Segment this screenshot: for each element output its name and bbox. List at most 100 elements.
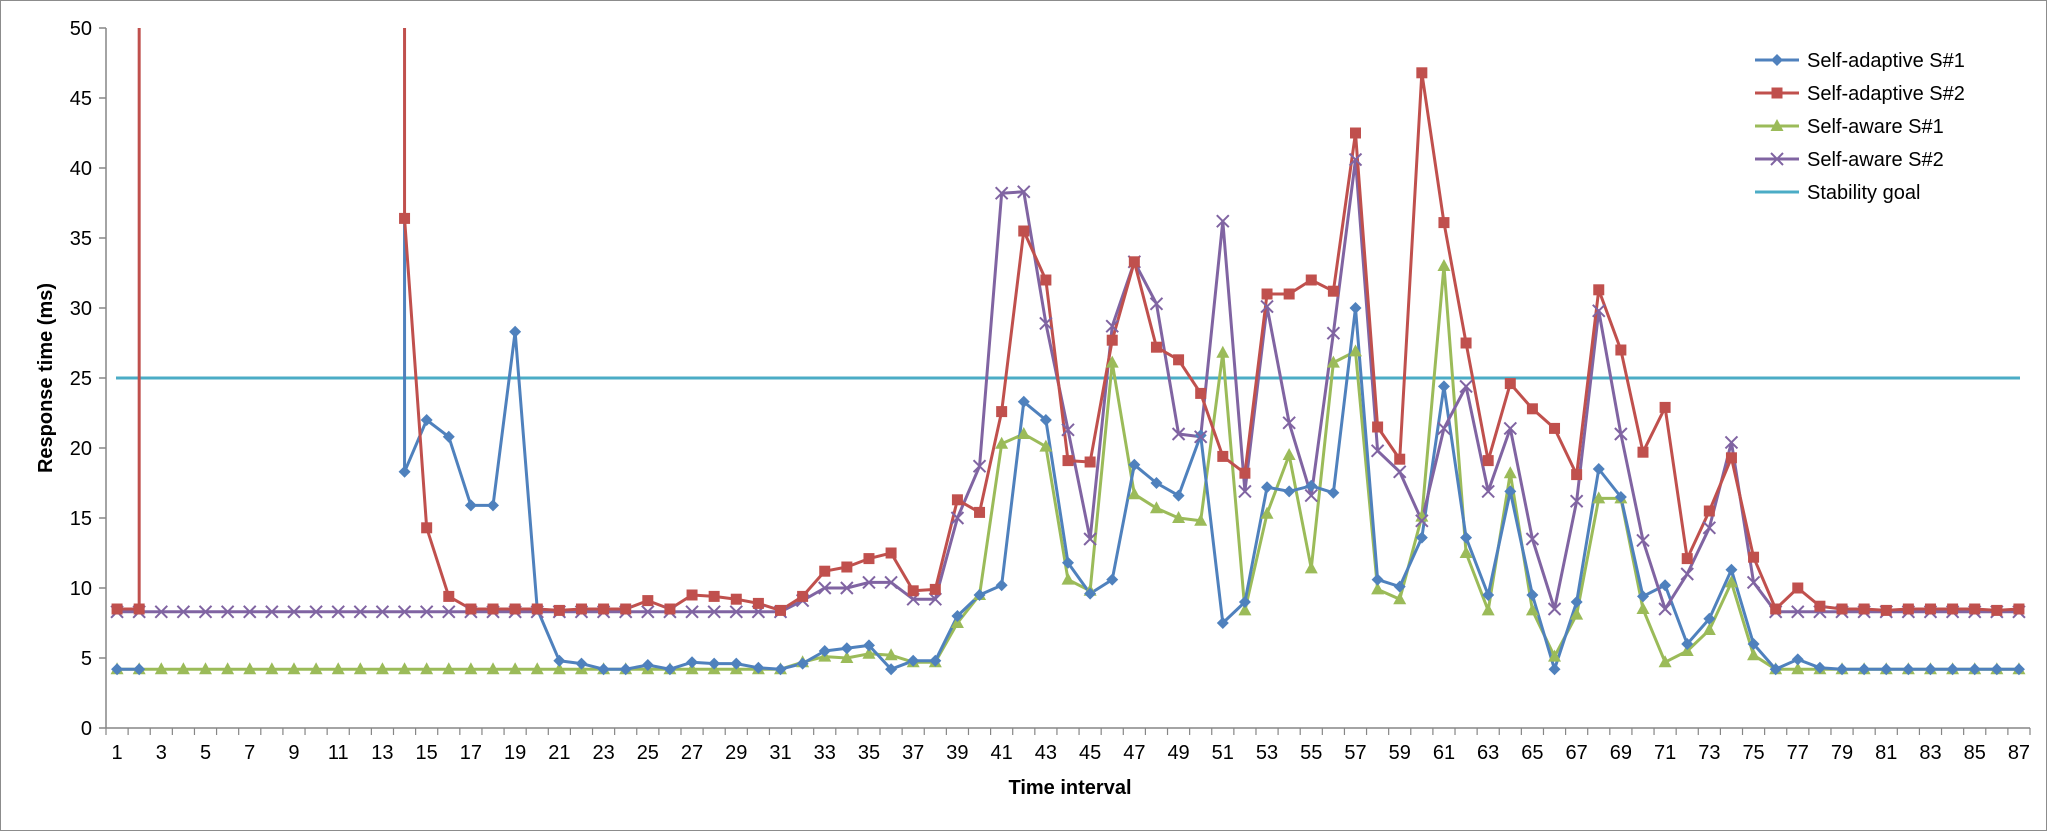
- data-point: [419, 605, 434, 619]
- data-point: [1017, 427, 1031, 439]
- x-tick-label: 1: [111, 742, 122, 764]
- data-point: [442, 430, 455, 443]
- data-point: [1659, 401, 1671, 413]
- data-point: [1636, 602, 1650, 614]
- data-point: [243, 662, 257, 675]
- data-point: [1459, 379, 1473, 394]
- x-tick-label: 73: [1698, 742, 1720, 764]
- data-point: [398, 465, 411, 478]
- data-point: [1238, 484, 1252, 499]
- data-point: [265, 662, 279, 675]
- data-point: [1703, 505, 1715, 517]
- data-point: [863, 553, 875, 565]
- data-point: [309, 662, 323, 675]
- x-tick-label: 37: [902, 742, 924, 764]
- data-point: [1195, 387, 1207, 399]
- data-point: [1260, 506, 1274, 519]
- data-point: [641, 659, 654, 671]
- data-point: [729, 605, 743, 619]
- x-tick-label: 31: [769, 742, 791, 764]
- data-point: [1282, 416, 1296, 430]
- data-point: [331, 662, 345, 675]
- data-point: [398, 662, 412, 675]
- data-point: [265, 605, 279, 619]
- x-tick-label: 9: [288, 742, 299, 764]
- data-point: [133, 663, 146, 676]
- data-point: [1371, 573, 1384, 586]
- legend-label: Stability goal: [1807, 182, 1920, 204]
- y-tick-label: 40: [70, 158, 92, 180]
- data-point: [1172, 511, 1186, 523]
- x-tick-label: 49: [1167, 742, 1189, 764]
- data-point: [1348, 152, 1363, 167]
- data-point: [1725, 563, 1738, 576]
- data-point: [1593, 284, 1605, 296]
- data-point: [575, 657, 588, 670]
- data-point: [1504, 378, 1516, 390]
- data-point: [907, 585, 919, 597]
- data-point: [598, 603, 610, 615]
- x-tick-label: 65: [1521, 742, 1543, 764]
- data-point: [1813, 661, 1826, 674]
- data-point: [552, 662, 566, 675]
- data-point: [1526, 589, 1539, 601]
- x-tick-label: 35: [858, 742, 880, 764]
- data-point: [1549, 422, 1561, 434]
- data-point: [1924, 603, 1936, 615]
- data-point: [775, 604, 787, 616]
- x-tick-label: 59: [1389, 742, 1411, 764]
- data-point: [1173, 354, 1185, 366]
- data-point: [1371, 582, 1385, 595]
- data-point: [1105, 355, 1119, 368]
- data-point: [464, 499, 477, 512]
- data-point: [442, 605, 456, 619]
- y-tick-label: 50: [70, 18, 92, 40]
- data-point: [176, 662, 190, 675]
- data-point: [553, 604, 565, 616]
- data-point: [1216, 345, 1230, 358]
- x-tick-label: 69: [1610, 742, 1632, 764]
- data-point: [973, 589, 986, 601]
- series-line-self-adaptive-s-2: [117, 71, 2020, 612]
- data-point: [1304, 561, 1318, 574]
- data-point: [1503, 466, 1517, 479]
- x-tick-label: 57: [1344, 742, 1366, 764]
- x-tick-label: 87: [2008, 742, 2030, 764]
- data-point: [553, 654, 566, 667]
- x-tick-label: 79: [1831, 742, 1853, 764]
- data-point: [1105, 319, 1119, 333]
- data-point: [1084, 456, 1096, 468]
- data-point: [508, 662, 522, 675]
- x-tick-label: 55: [1300, 742, 1322, 764]
- data-point: [1106, 573, 1119, 586]
- data-point: [929, 654, 942, 667]
- data-point: [1702, 623, 1716, 635]
- x-tick-label: 71: [1654, 742, 1676, 764]
- x-tick-label: 25: [637, 742, 659, 764]
- x-tick-label: 63: [1477, 742, 1499, 764]
- data-point: [929, 583, 941, 595]
- data-point: [884, 648, 898, 661]
- data-point: [1481, 484, 1495, 499]
- data-point: [1592, 491, 1606, 504]
- data-point: [154, 605, 168, 619]
- data-point: [1415, 514, 1429, 528]
- legend-label: Self-adaptive S#1: [1807, 50, 1965, 72]
- data-point: [686, 656, 699, 669]
- data-point: [443, 590, 455, 602]
- y-tick-label: 15: [70, 508, 92, 530]
- data-point: [1305, 479, 1318, 492]
- data-point: [862, 646, 876, 659]
- data-point: [1194, 513, 1208, 526]
- data-point: [1039, 439, 1053, 452]
- data-point: [1991, 604, 2003, 616]
- data-point: [1614, 491, 1627, 503]
- data-point: [531, 603, 543, 615]
- data-point: [884, 575, 898, 590]
- data-point: [509, 325, 522, 338]
- data-point: [199, 662, 213, 675]
- data-point: [1394, 453, 1406, 465]
- data-point: [597, 663, 610, 676]
- data-point: [642, 595, 654, 607]
- x-tick-label: 83: [1919, 742, 1941, 764]
